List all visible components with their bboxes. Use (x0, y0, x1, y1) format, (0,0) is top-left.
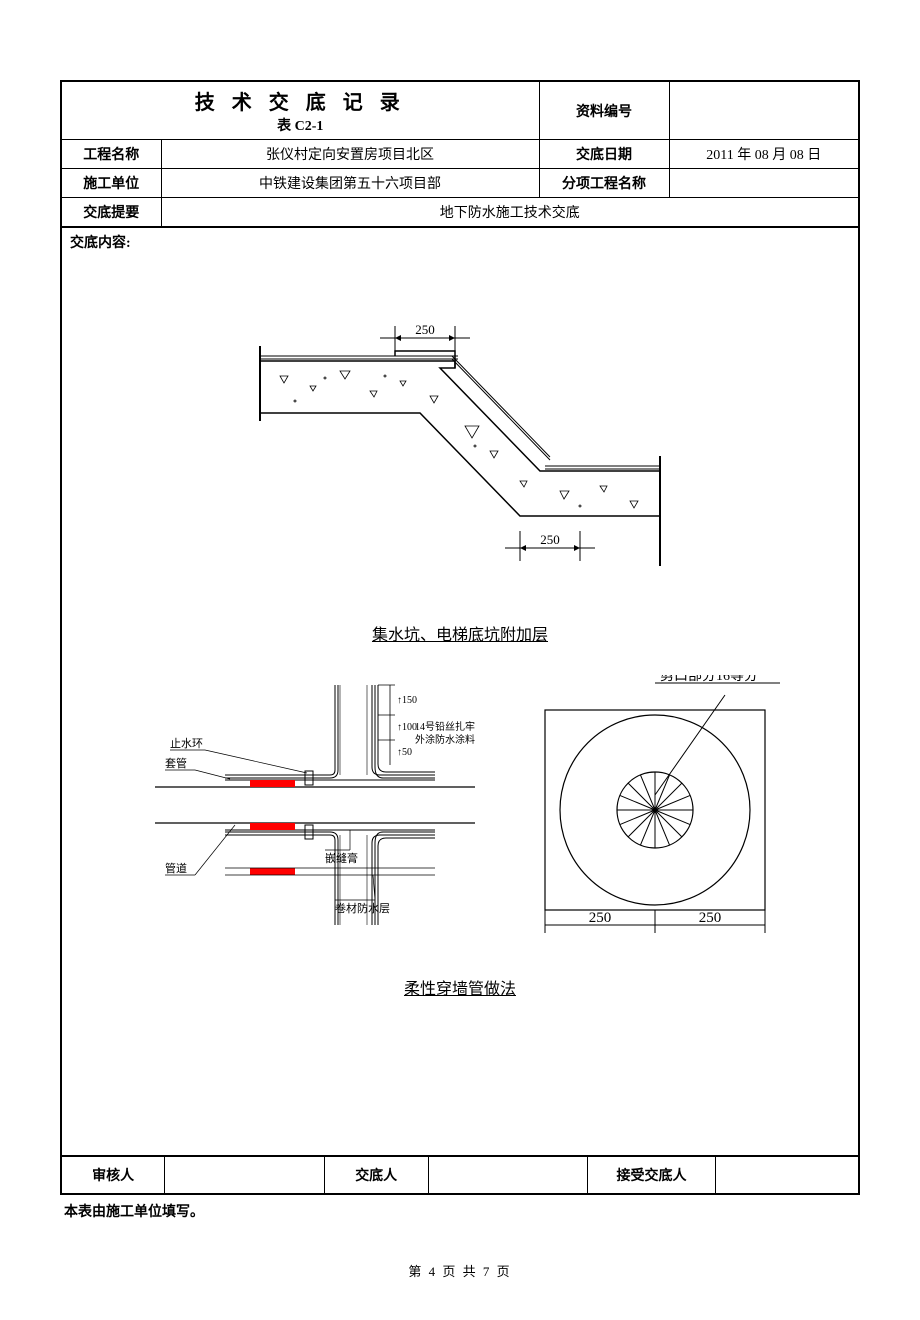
dim3-right: 250 (699, 910, 722, 926)
dim-top: 250 (415, 322, 435, 337)
reviewer-value (165, 1157, 325, 1195)
receiver-label: 接受交底人 (588, 1157, 716, 1195)
project-value: 张仪村定向安置房项目北区 (161, 140, 539, 169)
label-stop-ring: 止水环 (170, 737, 203, 750)
page-number: 第 4 页 共 7 页 (60, 1261, 860, 1280)
label-coating: 外涂防水涂料 (415, 733, 475, 746)
subproject-label: 分项工程名称 (539, 169, 669, 198)
label-pipe: 管道 (165, 861, 187, 875)
footer-table: 审核人 交底人 接受交底人 (60, 1156, 860, 1195)
label-cut-16: 剪口部分16等分 (660, 675, 758, 684)
dim-bottom: 250 (540, 532, 560, 547)
date-value: 2011 年 08 月 08 日 (669, 140, 859, 169)
dim3-left: 250 (589, 910, 612, 926)
receiver-value (715, 1157, 859, 1195)
unit-value: 中铁建设集团第五十六项目部 (161, 169, 539, 198)
svg-text:↑150: ↑150 (397, 695, 417, 706)
footer-note: 本表由施工单位填写。 (60, 1201, 860, 1221)
label-sleeve: 套管 (165, 756, 187, 770)
doc-subtitle: 表 C2-1 (70, 115, 531, 135)
label-sealant: 嵌缝膏 (325, 851, 358, 865)
date-label: 交底日期 (539, 140, 669, 169)
doc-no-value (669, 81, 859, 140)
content-body: 250 (60, 256, 860, 1156)
diagram-sump-pit: 250 (220, 306, 700, 606)
summary-value: 地下防水施工技术交底 (161, 198, 859, 228)
subproject-value (669, 169, 859, 198)
svg-text:↑100: ↑100 (397, 722, 417, 733)
doc-title: 技 术 交 底 记 录 (70, 86, 531, 115)
reviewer-label: 审核人 (61, 1157, 165, 1195)
unit-label: 施工单位 (61, 169, 161, 198)
label-membrane: 卷材防水层 (335, 901, 390, 915)
discloser-value (428, 1157, 588, 1195)
discloser-label: 交底人 (324, 1157, 428, 1195)
label-wire: 14号铅丝扎牢 (415, 720, 475, 733)
header-table: 技 术 交 底 记 录 表 C2-1 资料编号 工程名称 张仪村定向安置房项目北… (60, 80, 860, 228)
diagram-circle-segments: 剪口部分16等分 250 250 (525, 675, 785, 955)
doc-no-label: 资料编号 (539, 81, 669, 140)
diagram1-caption: 集水坑、电梯底坑附加层 (82, 621, 838, 645)
diagram2-caption: 柔性穿墙管做法 (82, 975, 838, 999)
summary-label: 交底提要 (61, 198, 161, 228)
content-label: 交底内容: (60, 228, 860, 256)
diagram-pipe-penetration: ↑150 ↑100 ↑50 止水环 套管 管道 嵌缝膏 卷材防水层 14号铅丝扎… (135, 675, 495, 955)
project-label: 工程名称 (61, 140, 161, 169)
svg-text:↑50: ↑50 (397, 747, 412, 758)
